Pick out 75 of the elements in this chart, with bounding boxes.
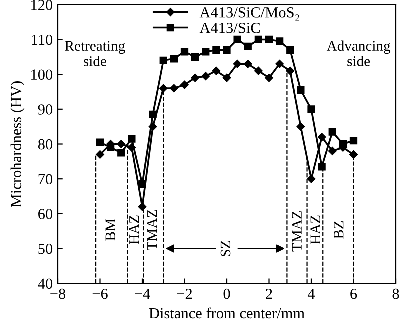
x-tick-label: 4 [308, 289, 316, 300]
point [328, 128, 336, 136]
point [265, 74, 274, 82]
point [191, 74, 200, 82]
y-tick-label: 70 [38, 174, 53, 185]
y-tick-label: 100 [32, 70, 53, 80]
point [170, 84, 178, 93]
y-tick-label: 40 [38, 278, 53, 290]
y-tick-label: 80 [38, 139, 53, 150]
point [350, 136, 358, 145]
point [286, 66, 295, 76]
point [286, 46, 294, 54]
point [276, 38, 284, 46]
x-tick-label: 6 [350, 288, 358, 300]
annotation: BZ [334, 221, 344, 239]
x-tick-label: −6 [92, 288, 108, 300]
point [223, 46, 231, 54]
annotation: Advancing side [326, 40, 391, 66]
point [128, 135, 136, 143]
point [159, 84, 168, 93]
annotation: TMAZ [292, 212, 302, 252]
x-tick-label: 0 [224, 288, 230, 300]
point [202, 48, 210, 56]
point [118, 149, 126, 157]
point [254, 36, 263, 44]
y-tick-label: 90 [38, 104, 53, 115]
x-tick-label: −4 [135, 289, 150, 300]
y-tick-label: 50 [38, 244, 53, 254]
point [307, 174, 316, 184]
point [233, 60, 242, 68]
x-tick-label: 8 [392, 288, 400, 300]
point [276, 60, 284, 68]
point [149, 110, 157, 118]
point [212, 46, 220, 54]
point [117, 140, 126, 148]
point [318, 163, 326, 171]
legend-label: A413/SiC/MoS₂ [200, 8, 300, 21]
y-tick-label: 60 [38, 209, 53, 220]
x-axis-title: Distance from center/mm [149, 308, 305, 319]
point [96, 150, 104, 159]
legend-label: A413/SiC [200, 23, 260, 34]
point [202, 72, 210, 80]
annotation: BM [106, 219, 116, 241]
point [160, 56, 168, 64]
point [318, 133, 326, 142]
point [244, 60, 252, 68]
point [296, 122, 306, 131]
y-tick-label: 110 [32, 34, 53, 46]
point [234, 36, 242, 44]
annotation: HAZ [310, 216, 320, 245]
point [170, 55, 178, 63]
point [244, 42, 252, 51]
annotation: Retreating side [65, 41, 126, 66]
point [212, 66, 221, 76]
point [180, 48, 189, 56]
point [138, 180, 146, 188]
x-tick-label: −8 [50, 288, 66, 300]
point [96, 138, 104, 146]
point [265, 36, 274, 44]
point [254, 66, 263, 76]
y-axis-title: Microhardness (HV) [10, 82, 25, 208]
point [180, 80, 189, 90]
annotation: TMAZ [147, 210, 158, 250]
y-tick-label: 120 [32, 0, 53, 10]
x-tick-label: 2 [266, 288, 272, 300]
x-tick-label: −2 [177, 288, 192, 300]
point [191, 53, 200, 61]
point [339, 140, 348, 148]
point [222, 74, 232, 82]
point [308, 106, 316, 114]
annotation: SZ [220, 241, 231, 256]
point [328, 147, 337, 156]
point [297, 86, 305, 94]
point [106, 144, 115, 152]
annotation: HAZ [130, 216, 140, 245]
